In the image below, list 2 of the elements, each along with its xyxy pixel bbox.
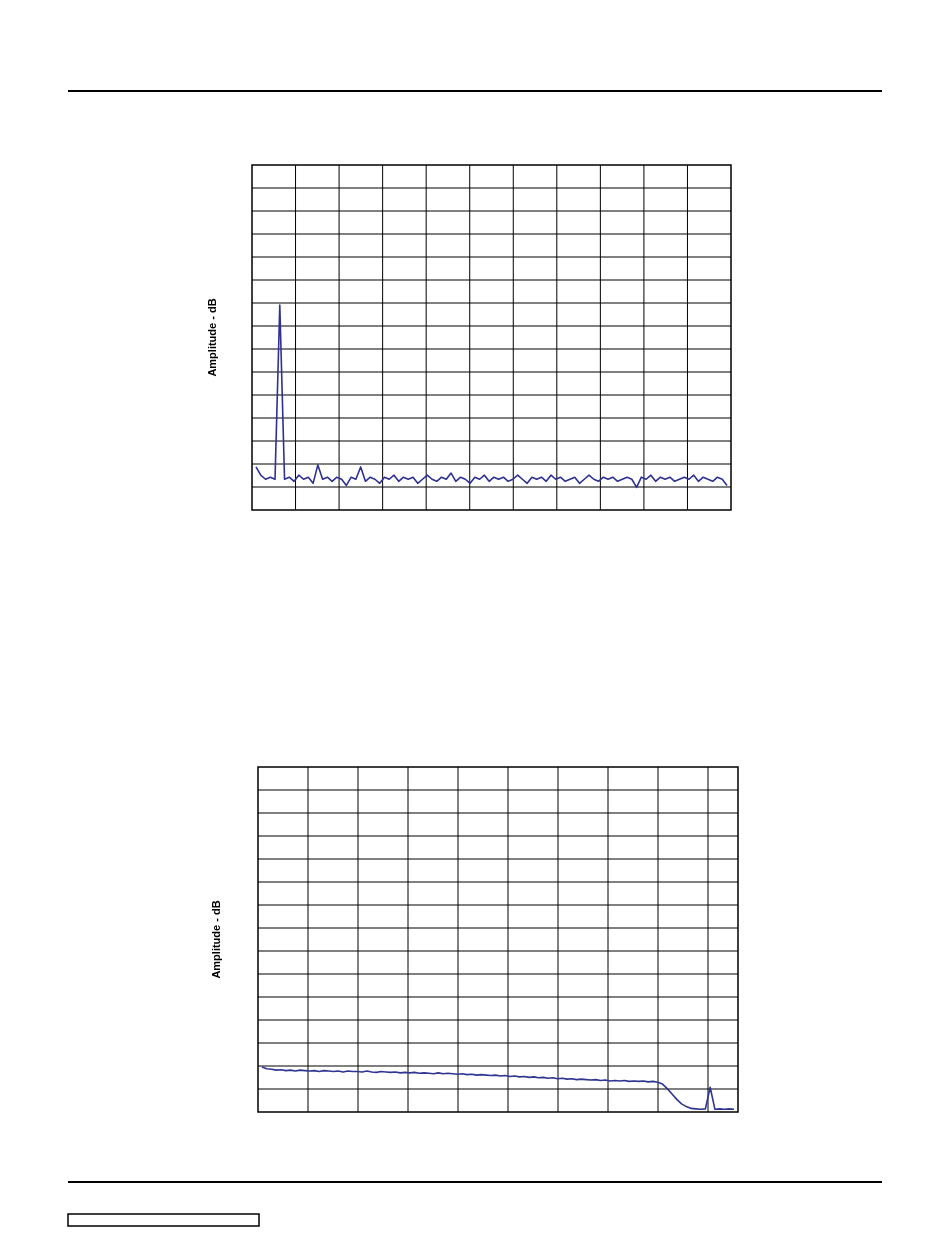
y-axis-title: Amplitude - dB <box>206 298 218 377</box>
y-axis-title: Amplitude - dB <box>210 900 222 979</box>
